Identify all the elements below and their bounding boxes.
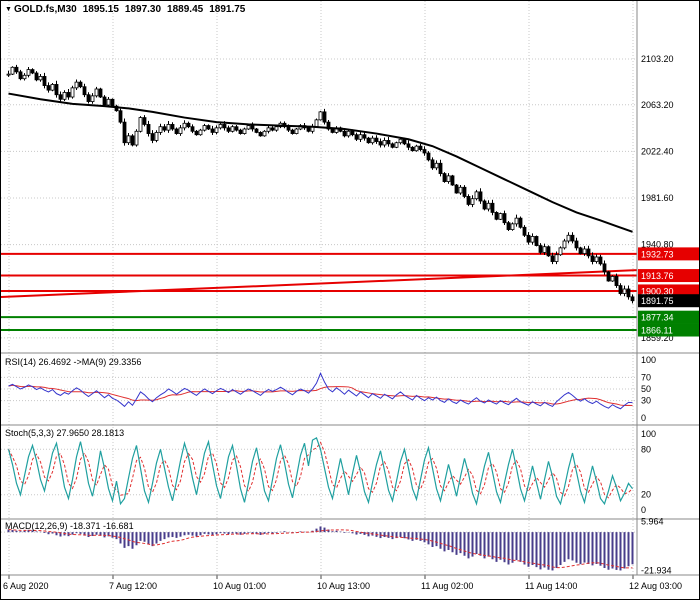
macd-histogram: [7, 526, 634, 571]
close-value: 1891.75: [209, 4, 246, 15]
symbol-marker-icon[interactable]: ▼: [5, 6, 12, 13]
svg-text:12 Aug 03:00: 12 Aug 03:00: [629, 581, 682, 591]
svg-text:11 Aug 02:00: 11 Aug 02:00: [421, 581, 473, 591]
price-lines: [1, 252, 638, 332]
svg-text:1859.20: 1859.20: [641, 333, 674, 343]
main-chart-area[interactable]: [1, 1, 637, 353]
svg-text:100: 100: [641, 355, 656, 365]
svg-text:10 Aug 01:00: 10 Aug 01:00: [213, 581, 266, 591]
svg-text:2063.20: 2063.20: [641, 100, 674, 110]
svg-text:5.964: 5.964: [641, 517, 664, 527]
svg-text:2103.20: 2103.20: [641, 54, 674, 64]
rsi-line: [8, 372, 633, 410]
svg-text:1900.30: 1900.30: [641, 286, 674, 296]
price-axis-labels: 2103.20 2063.20 2022.40 1981.60 1940.80 1859.…: [641, 54, 674, 575]
svg-text:30: 30: [641, 396, 651, 406]
svg-text:1866.11: 1866.11: [641, 326, 673, 336]
svg-text:80: 80: [641, 444, 651, 454]
svg-text:-21.934: -21.934: [641, 566, 672, 576]
svg-text:11 Aug 14:00: 11 Aug 14:00: [525, 581, 577, 591]
high-value: 1897.30: [124, 4, 162, 15]
symbol-name: GOLD.fs,M30: [13, 4, 77, 15]
stoch-panel-area[interactable]: [1, 425, 637, 519]
svg-text:10 Aug 13:00: 10 Aug 13:00: [317, 581, 370, 591]
rsi-ma-line: [8, 384, 633, 406]
svg-text:1891.75: 1891.75: [641, 296, 674, 306]
svg-text:1913.76: 1913.76: [641, 271, 674, 281]
candlestick-series: [6, 64, 635, 304]
svg-text:1940.80: 1940.80: [641, 240, 674, 250]
svg-text:7 Aug 12:00: 7 Aug 12:00: [109, 581, 157, 591]
macd-signal-line: [8, 529, 633, 569]
time-axis-labels: 6 Aug 2020 7 Aug 12:00 10 Aug 01:00 10 Aug …: [3, 581, 682, 591]
svg-text:50: 50: [641, 384, 651, 394]
chart-legend: ▼ GOLD.fs,M30 1895.15 1897.30 1889.45 1891.75: [5, 4, 251, 15]
time-axis[interactable]: [1, 575, 699, 599]
low-value: 1889.45: [167, 4, 204, 15]
svg-text:0: 0: [641, 505, 646, 515]
svg-text:70: 70: [641, 372, 651, 382]
stoch-main-line: [7, 437, 633, 507]
svg-text:1877.34: 1877.34: [641, 313, 674, 323]
stoch-signal-line: [8, 441, 633, 499]
svg-text:0: 0: [641, 413, 646, 423]
svg-text:1932.73: 1932.73: [641, 249, 674, 259]
open-value: 1895.15: [82, 4, 119, 15]
macd-panel-area[interactable]: [1, 519, 637, 575]
moving-average-line: [8, 92, 633, 233]
svg-text:6 Aug 2020: 6 Aug 2020: [3, 581, 49, 591]
price-axis[interactable]: [637, 1, 699, 575]
svg-text:20: 20: [641, 490, 651, 500]
trendline: [1, 269, 638, 298]
svg-text:2022.40: 2022.40: [641, 146, 674, 156]
svg-text:1981.60: 1981.60: [641, 193, 674, 203]
svg-text:100: 100: [641, 429, 656, 439]
rsi-panel-area[interactable]: [1, 353, 637, 425]
